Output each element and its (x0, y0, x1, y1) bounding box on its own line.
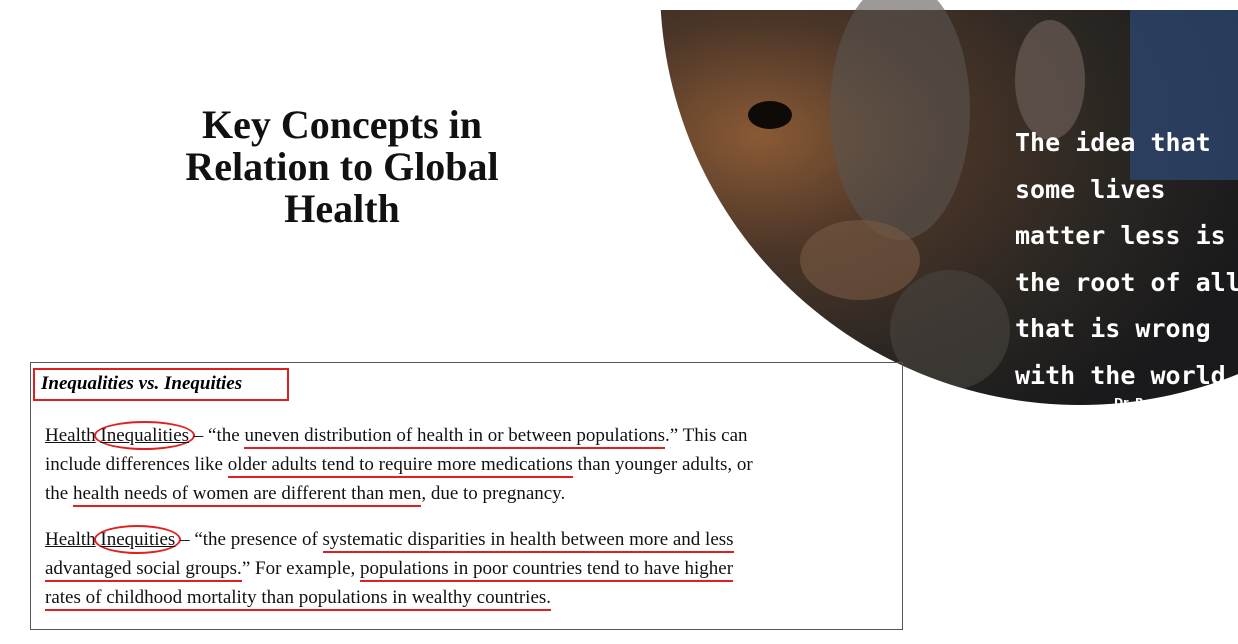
box-heading: Inequalities vs. Inequities (33, 368, 289, 401)
paragraph: Health Inequalities – “the uneven distri… (45, 421, 753, 508)
text-segment: – “the presence of (175, 529, 322, 550)
text-line: Health Inequities – “the presence of sys… (45, 525, 734, 554)
quote-line: The idea that (1015, 120, 1238, 167)
text-segment: uneven distribution of health in or betw… (244, 425, 665, 449)
text-segment: , due to pregnancy. (421, 483, 565, 504)
text-segment: advantaged social groups. (45, 558, 242, 582)
text-line: Health Inequalities – “the uneven distri… (45, 421, 753, 450)
quote-line: some lives (1015, 167, 1238, 214)
text-line: rates of childhood mortality than popula… (45, 583, 734, 612)
quote-line: the root of all (1015, 260, 1238, 307)
text-segment: Health (45, 425, 96, 446)
text-line: include differences like older adults te… (45, 450, 753, 479)
page: Key Concepts in Relation to Global Healt… (0, 0, 1238, 644)
paragraph: Health Inequities – “the presence of sys… (45, 525, 734, 612)
definition-box: Inequalities vs. Inequities Health Inequ… (30, 362, 903, 630)
text-segment: .” This can (665, 425, 748, 446)
text-segment: – “the (189, 425, 244, 446)
quote: The idea that some lives matter less is … (1015, 120, 1238, 399)
text-segment: Inequalities (94, 421, 195, 450)
text-segment: than younger adults, or (573, 454, 753, 475)
quote-line: matter less is (1015, 213, 1238, 260)
text-segment: include differences like (45, 454, 228, 475)
text-segment: Inequities (94, 525, 181, 554)
text-segment: older adults tend to require more medica… (228, 454, 573, 478)
text-segment: the (45, 483, 73, 504)
quote-line: that is wrong (1015, 306, 1238, 353)
text-segment: systematic disparities in health between… (323, 529, 734, 553)
text-segment: populations in poor countries tend to ha… (360, 558, 733, 582)
quote-attribution: Dr. Paul Farmer (1114, 396, 1238, 409)
text-segment: health needs of women are different than… (73, 483, 421, 507)
text-segment: Health (45, 529, 96, 550)
quote-line: with the world (1015, 353, 1238, 400)
text-segment: rates of childhood mortality than popula… (45, 587, 551, 611)
text-line: the health needs of women are different … (45, 479, 753, 508)
text-line: advantaged social groups.” For example, … (45, 554, 734, 583)
text-segment: ” For example, (242, 558, 360, 579)
